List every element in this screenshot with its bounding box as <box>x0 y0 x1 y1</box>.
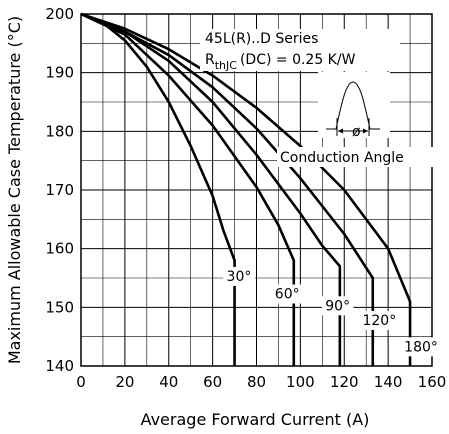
series-title: 45L(R)..D Series <box>205 31 318 47</box>
series-label-bg <box>223 266 255 286</box>
x-tick-label: 120 <box>330 373 359 391</box>
x-axis-title: Average Forward Current (A) <box>141 410 370 429</box>
curves <box>80 12 412 366</box>
series-label-bg <box>359 310 400 330</box>
conduction-angle-label: Conduction Angle <box>280 150 404 166</box>
y-tick-label: 150 <box>45 298 74 316</box>
plot-frame <box>80 13 433 367</box>
series-curve-4 <box>80 12 412 366</box>
series-annotation: 45L(R)..D Series RthJC (DC) = 0.25 K/W <box>200 29 400 72</box>
y-tick-label: 140 <box>45 357 74 375</box>
rth-sub: thJC <box>215 59 238 72</box>
series-curve-2 <box>80 12 342 366</box>
x-tick-label: 0 <box>76 373 86 391</box>
y-tick-label: 160 <box>45 240 74 258</box>
series-label: 180° <box>404 339 438 355</box>
sine-pulse-icon <box>326 81 380 130</box>
angle-labels: 30° 60° 90° 120° 180° <box>223 266 442 357</box>
y-tick-label: 180 <box>45 122 74 140</box>
y-axis-title: Maximum Allowable Case Temperature (°C) <box>5 16 24 364</box>
conduction-angle-inset: ø Conduction Angle <box>277 72 435 167</box>
series-curve-1 <box>80 12 296 366</box>
series-label-bg <box>401 337 442 357</box>
x-tick-label: 20 <box>115 373 134 391</box>
x-tick-label: 80 <box>247 373 266 391</box>
x-tick-label: 100 <box>286 373 315 391</box>
series-label-bg <box>271 284 303 304</box>
y-tick-label: 170 <box>45 181 74 199</box>
x-tick-label: 160 <box>418 373 447 391</box>
series-curve-3 <box>80 12 375 366</box>
y-tick-label: 190 <box>45 64 74 82</box>
phi-symbol: ø <box>352 124 361 140</box>
series-label-bg <box>321 296 354 316</box>
rth-label: RthJC (DC) = 0.25 K/W <box>205 52 356 72</box>
x-tick-label: 40 <box>159 373 178 391</box>
tick-labels: 0 20 40 60 80 100 120 140 160 140 150 160 170 180 190 2… <box>45 5 446 391</box>
y-tick-label: 200 <box>45 5 74 23</box>
rth-rest: (DC) = 0.25 K/W <box>240 52 356 68</box>
x-tick-label: 140 <box>374 373 403 391</box>
rth-main: R <box>205 52 215 68</box>
x-tick-label: 60 <box>203 373 222 391</box>
series-curve-0 <box>80 12 236 366</box>
series-label: 60° <box>275 287 300 303</box>
series-label: 90° <box>325 298 350 314</box>
series-label: 120° <box>362 313 396 329</box>
series-label: 30° <box>227 269 252 285</box>
